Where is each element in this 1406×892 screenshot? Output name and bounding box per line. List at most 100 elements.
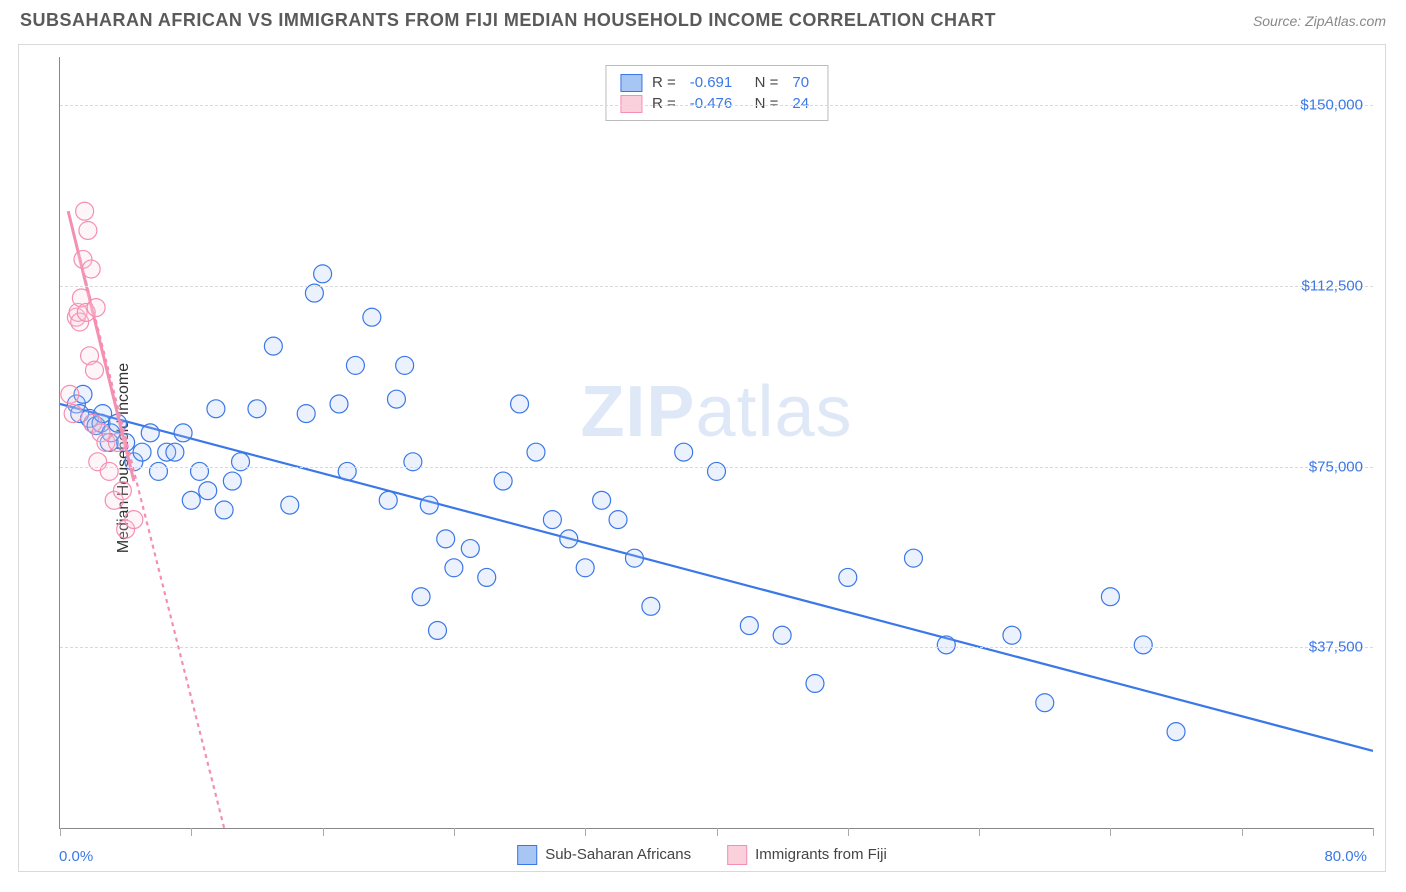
scatter-point	[113, 482, 131, 500]
scatter-point	[191, 462, 209, 480]
x-tick	[1373, 828, 1374, 836]
scatter-point	[773, 626, 791, 644]
scatter-point	[108, 434, 126, 452]
scatter-point	[511, 395, 529, 413]
x-axis-min-label: 0.0%	[59, 848, 93, 865]
scatter-point	[64, 405, 82, 423]
correlation-row: R =-0.476 N =24	[620, 93, 813, 114]
legend-swatch	[620, 95, 642, 113]
scatter-point	[223, 472, 241, 490]
scatter-point	[937, 636, 955, 654]
x-tick	[585, 828, 586, 836]
chart-title: SUBSAHARAN AFRICAN VS IMMIGRANTS FROM FI…	[20, 10, 996, 31]
scatter-point	[61, 385, 79, 403]
scatter-point	[560, 530, 578, 548]
x-tick	[717, 828, 718, 836]
scatter-point	[82, 260, 100, 278]
legend-swatch	[517, 845, 537, 865]
scatter-point	[387, 390, 405, 408]
regression-line	[60, 404, 1373, 751]
scatter-point	[141, 424, 159, 442]
scatter-point	[232, 453, 250, 471]
scatter-point	[85, 361, 103, 379]
scatter-point	[100, 462, 118, 480]
scatter-point	[199, 482, 217, 500]
legend-swatch	[727, 845, 747, 865]
scatter-point	[412, 588, 430, 606]
legend-item: Sub-Saharan Africans	[517, 845, 691, 865]
scatter-point	[708, 462, 726, 480]
stat-label: R =	[652, 93, 676, 114]
scatter-point	[264, 337, 282, 355]
x-tick	[454, 828, 455, 836]
scatter-point	[609, 511, 627, 529]
scatter-point	[445, 559, 463, 577]
stat-label: N =	[746, 72, 778, 93]
x-tick	[60, 828, 61, 836]
scatter-point	[207, 400, 225, 418]
scatter-point	[174, 424, 192, 442]
scatter-point	[1036, 694, 1054, 712]
y-tick-label: $112,500	[1292, 277, 1363, 294]
scatter-point	[543, 511, 561, 529]
scatter-point	[1167, 723, 1185, 741]
n-value: 70	[792, 72, 809, 93]
scatter-point	[904, 549, 922, 567]
scatter-point	[314, 265, 332, 283]
scatter-point	[166, 443, 184, 461]
scatter-point	[281, 496, 299, 514]
scatter-point	[133, 443, 151, 461]
gridline-h	[60, 286, 1373, 287]
n-value: 24	[792, 93, 809, 114]
plot-area: ZIPatlas R =-0.691 N =70R =-0.476 N =24 …	[59, 57, 1373, 829]
y-tick-label: $150,000	[1290, 97, 1363, 114]
scatter-svg	[60, 57, 1373, 828]
scatter-point	[330, 395, 348, 413]
x-tick	[979, 828, 980, 836]
scatter-point	[1134, 636, 1152, 654]
legend-label: Sub-Saharan Africans	[545, 846, 691, 863]
scatter-point	[379, 491, 397, 509]
x-tick	[1242, 828, 1243, 836]
series-legend: Sub-Saharan Africans Immigrants from Fiji	[517, 845, 887, 865]
scatter-point	[740, 617, 758, 635]
x-tick	[191, 828, 192, 836]
gridline-h	[60, 647, 1373, 648]
scatter-point	[346, 356, 364, 374]
scatter-point	[420, 496, 438, 514]
scatter-point	[806, 674, 824, 692]
gridline-h	[60, 105, 1373, 106]
scatter-point	[396, 356, 414, 374]
scatter-point	[461, 540, 479, 558]
scatter-point	[363, 308, 381, 326]
scatter-point	[1003, 626, 1021, 644]
x-tick	[848, 828, 849, 836]
scatter-point	[437, 530, 455, 548]
scatter-point	[338, 462, 356, 480]
scatter-point	[494, 472, 512, 490]
scatter-point	[125, 511, 143, 529]
stat-label: N =	[746, 93, 778, 114]
scatter-point	[429, 621, 447, 639]
legend-label: Immigrants from Fiji	[755, 846, 887, 863]
scatter-point	[297, 405, 315, 423]
scatter-point	[527, 443, 545, 461]
scatter-point	[404, 453, 422, 471]
scatter-point	[576, 559, 594, 577]
scatter-point	[478, 568, 496, 586]
correlation-legend: R =-0.691 N =70R =-0.476 N =24	[605, 65, 828, 121]
scatter-point	[215, 501, 233, 519]
correlation-row: R =-0.691 N =70	[620, 72, 813, 93]
scatter-point	[593, 491, 611, 509]
scatter-point	[76, 202, 94, 220]
x-tick	[323, 828, 324, 836]
chart-frame: Median Household Income ZIPatlas R =-0.6…	[18, 44, 1386, 872]
scatter-point	[1101, 588, 1119, 606]
y-tick-label: $75,000	[1299, 458, 1363, 475]
stat-label: R =	[652, 72, 676, 93]
scatter-point	[182, 491, 200, 509]
scatter-point	[248, 400, 266, 418]
scatter-point	[149, 462, 167, 480]
x-tick	[1110, 828, 1111, 836]
legend-item: Immigrants from Fiji	[727, 845, 887, 865]
